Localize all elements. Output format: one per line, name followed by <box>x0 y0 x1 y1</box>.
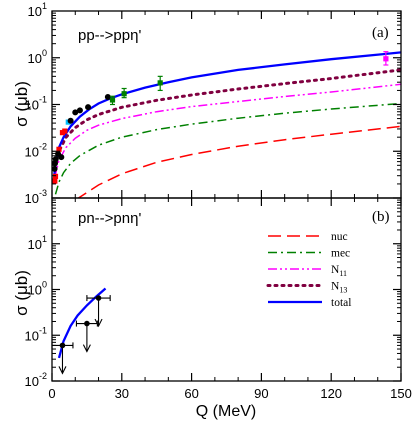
series-nuc-line <box>77 125 401 198</box>
legend-N13-label: N13 <box>331 281 347 295</box>
panel-a-data-points <box>52 51 389 184</box>
data-point <box>58 154 65 161</box>
upper-limit-arrowhead <box>94 318 103 328</box>
legend-mec-label: mec <box>331 248 350 260</box>
data-point <box>72 109 79 116</box>
data-point <box>157 80 163 86</box>
panel-b-upper-limits <box>51 295 111 375</box>
x-tick-label: 150 <box>390 386 412 401</box>
panel-a-y-axis-label: σ (μb) <box>12 81 31 127</box>
panel-a-y-tick-label: 10-3 <box>25 188 47 206</box>
x-axis-ticks: 0 30 60 90 120 150 <box>48 11 412 401</box>
upper-limit-point <box>59 342 66 349</box>
data-point <box>52 178 58 184</box>
panel-b-frame <box>51 197 402 382</box>
legend-nuc-label: nuc <box>331 231 348 243</box>
panel-b-y-tick-label: 10-1 <box>25 325 47 343</box>
panel-b-reaction: pn-->pnη' <box>78 210 141 227</box>
series-N11-line <box>53 83 401 180</box>
series-total-line <box>52 51 401 180</box>
data-point <box>104 93 111 100</box>
x-axis-label: Q (MeV) <box>196 403 256 420</box>
data-point <box>67 117 74 124</box>
panel-b-y-axis-label: σ (μb) <box>12 270 31 316</box>
upper-limit-point <box>95 295 102 301</box>
data-point <box>76 107 83 114</box>
panel-b: 10-2 10-1 100 101 0 30 60 90 120 150 pn-->pnη' (… <box>12 11 412 420</box>
x-tick-label: 0 <box>48 386 55 401</box>
series-N13-line <box>52 68 401 172</box>
data-point <box>52 156 59 163</box>
data-point <box>121 91 127 97</box>
data-point <box>62 128 68 134</box>
data-point <box>383 56 389 62</box>
x-tick-label: 60 <box>184 386 198 401</box>
upper-limit-point <box>84 320 90 327</box>
panel-a-y-tick-label: 10-2 <box>25 141 47 159</box>
legend-N11-label: N11 <box>331 264 347 278</box>
x-tick-label: 120 <box>320 386 342 401</box>
panel-a-curves <box>52 51 401 198</box>
data-point <box>109 97 116 103</box>
panel-a-label: (a) <box>372 25 389 41</box>
panel-b-y-tick-label: 10-2 <box>25 371 47 389</box>
upper-limit-arrowhead <box>82 344 91 353</box>
x-tick-label: 30 <box>115 386 129 401</box>
x-tick-label: 90 <box>254 386 268 401</box>
upper-limit-arrowhead <box>58 366 67 375</box>
panel-a-reaction: pp-->ppη' <box>78 27 141 44</box>
data-point <box>52 173 59 179</box>
data-point <box>56 146 62 152</box>
series-mec-line <box>54 102 401 195</box>
panel-b-y-tick-label: 101 <box>28 234 47 252</box>
data-point <box>52 165 58 172</box>
legend: nuc mec N11 N13 total <box>266 231 351 309</box>
legend-total-label: total <box>331 297 351 309</box>
data-point <box>85 104 92 111</box>
panel-a-y-tick-label: 100 <box>28 48 47 66</box>
panel-b-label: (b) <box>372 209 390 225</box>
panel-a-y-tick-label: 101 <box>28 1 47 19</box>
